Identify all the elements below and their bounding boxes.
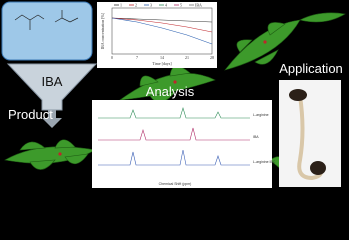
trace-label: L-arginine [253,113,269,117]
legend-label: 3 [150,2,152,7]
trace-label: IBA [253,135,259,139]
seedling-photo [279,80,341,187]
x-tick-label: 28 [210,55,214,60]
inset-x-label: Time [days] [152,61,172,66]
funnel-label: IBA [42,74,63,89]
legend-label: 2 [135,2,137,7]
x-tick-label: 7 [136,55,138,60]
x-tick-label: 21 [185,55,189,60]
nmr-panel: L-arginine IBA L-arginine IBC Chemical Shi… [92,100,276,188]
x-tick-label: 14 [160,55,164,60]
inset-legend: 1 2 3 4 5 IBA [114,2,202,7]
analysis-label: Analysis [146,84,195,99]
inset-frame [111,7,213,55]
inset-x-ticks: 0 7 14 21 28 [111,55,214,60]
inset-y-label: IBA concentration [%] [100,12,105,49]
inset-background [97,2,217,68]
application-label: Application [279,61,343,76]
trace-label: L-arginine IBC [253,160,276,164]
structures [14,10,79,30]
structure-box [1,1,93,61]
nmr-x-label: Chemical Shift (ppm) [159,182,192,186]
arrow [42,110,62,128]
funnel [6,63,98,111]
leaf-dots [58,40,267,156]
legend-label: 1 [120,2,122,7]
x-tick-label: 0 [111,55,113,60]
legend-label: IBA [195,2,202,7]
legend-label: 4 [165,2,167,7]
graphical-abstract: IBA Product 1 2 3 4 5 IBA IBA concentration [… [1,1,346,188]
legend-label: 5 [180,2,182,7]
inset-chart: 1 2 3 4 5 IBA IBA concentration [%] 0 7 14 21 28 … [97,2,217,68]
product-label: Product [8,107,53,122]
inset-lines [111,17,213,45]
